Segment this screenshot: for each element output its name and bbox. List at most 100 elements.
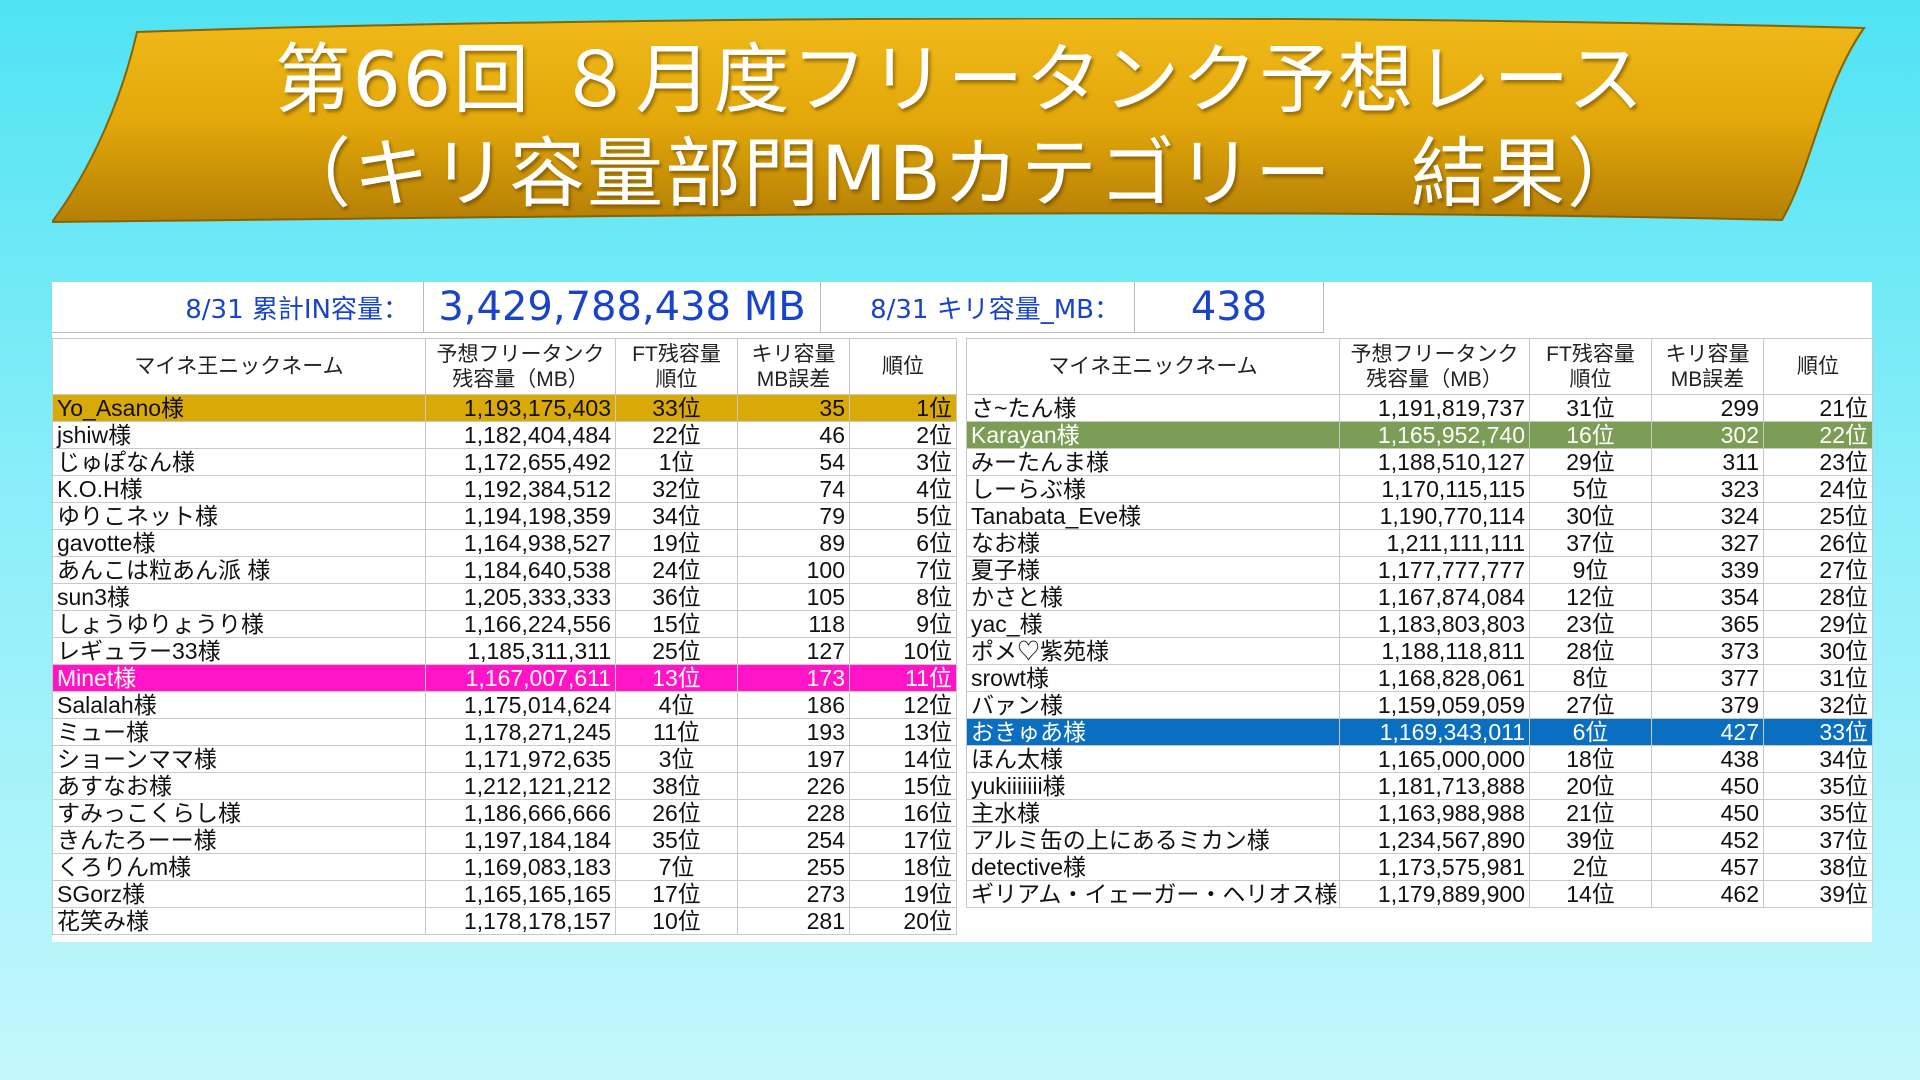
prediction-cell: 1,178,271,245 [425,718,616,746]
header-nickname: マイネ王ニックネーム [52,338,426,395]
ft-rank-cell: 1位 [615,448,738,476]
table-row: 花笑み様 1,178,178,157 10位 281 20位 [52,907,957,935]
ft-rank-cell: 26位 [615,799,738,827]
ft-rank-cell: 17位 [615,880,738,908]
header-ft-rank: FT残容量 順位 [615,338,738,395]
prediction-cell: 1,179,889,900 [1339,880,1530,908]
banner-title-line1: 第66回 ８月度フリータンク予想レース [274,35,1646,124]
kiri-error-cell: 462 [1651,880,1764,908]
ranking-table-right: マイネ王ニックネーム 予想フリータンク 残容量（MB） FT残容量 順位 キリ容… [966,338,1873,908]
table-row: gavotte様 1,164,938,527 19位 89 6位 [52,529,957,557]
nickname-cell: ゆりこネット様 [52,502,426,530]
table-row: なお様 1,211,111,111 37位 327 26位 [966,529,1873,557]
table-row: レギュラー33様 1,185,311,311 25位 127 10位 [52,637,957,665]
nickname-cell: Tanabata_Eve様 [966,502,1340,530]
prediction-cell: 1,166,224,556 [425,610,616,638]
table-row: くろりんm様 1,169,083,183 7位 255 18位 [52,853,957,881]
table-row: jshiw様 1,182,404,484 22位 46 2位 [52,421,957,449]
kiri-error-cell: 46 [737,421,850,449]
header-kiri-error: キリ容量 MB誤差 [1651,338,1764,395]
table-row: ショーンママ様 1,171,972,635 3位 197 14位 [52,745,957,773]
rank-cell: 5位 [849,502,957,530]
banner-ribbon-shape [52,18,1866,224]
kiri-error-cell: 186 [737,691,850,719]
prediction-cell: 1,159,059,059 [1339,691,1530,719]
rank-cell: 37位 [1763,826,1873,854]
ft-rank-cell: 22位 [615,421,738,449]
rank-cell: 1位 [849,394,957,422]
nickname-cell: yac_様 [966,610,1340,638]
kiri-error-cell: 377 [1651,664,1764,692]
rank-cell: 25位 [1763,502,1873,530]
nickname-cell: くろりんm様 [52,853,426,881]
ft-rank-cell: 12位 [1529,583,1652,611]
nickname-cell: しょうゆりょうり様 [52,610,426,638]
rank-cell: 4位 [849,475,957,503]
prediction-cell: 1,183,803,803 [1339,610,1530,638]
nickname-cell: かさと様 [966,583,1340,611]
nickname-cell: きんたろーー様 [52,826,426,854]
table-row: srowt様 1,168,828,061 8位 377 31位 [966,664,1873,692]
prediction-cell: 1,212,121,212 [425,772,616,800]
rank-cell: 31位 [1763,664,1873,692]
ft-rank-cell: 24位 [615,556,738,584]
table-row: きんたろーー様 1,197,184,184 35位 254 17位 [52,826,957,854]
prediction-cell: 1,175,014,624 [425,691,616,719]
kiri-error-cell: 118 [737,610,850,638]
cumulative-in-label: 8/31 累計IN容量： [52,282,424,332]
prediction-cell: 1,194,198,359 [425,502,616,530]
kiri-error-cell: 339 [1651,556,1764,584]
nickname-cell: みーたんま様 [966,448,1340,476]
nickname-cell: おきゅあ様 [966,718,1340,746]
table-row: sun3様 1,205,333,333 36位 105 8位 [52,583,957,611]
ft-rank-cell: 35位 [615,826,738,854]
prediction-cell: 1,167,007,611 [425,664,616,692]
rank-cell: 8位 [849,583,957,611]
kiri-error-cell: 35 [737,394,850,422]
ft-rank-cell: 2位 [1529,853,1652,881]
nickname-cell: srowt様 [966,664,1340,692]
table-row: みーたんま様 1,188,510,127 29位 311 23位 [966,448,1873,476]
table-row: ミュー様 1,178,271,245 11位 193 13位 [52,718,957,746]
table-row: detective様 1,173,575,981 2位 457 38位 [966,853,1873,881]
nickname-cell: すみっこくらし様 [52,799,426,827]
kiri-error-cell: 197 [737,745,850,773]
table-row: Salalah様 1,175,014,624 4位 186 12位 [52,691,957,719]
rank-cell: 23位 [1763,448,1873,476]
rank-cell: 39位 [1763,880,1873,908]
rank-cell: 29位 [1763,610,1873,638]
nickname-cell: じゅぽなん様 [52,448,426,476]
kiri-error-cell: 226 [737,772,850,800]
table-row: じゅぽなん様 1,172,655,492 1位 54 3位 [52,448,957,476]
kiri-error-cell: 54 [737,448,850,476]
prediction-cell: 1,165,165,165 [425,880,616,908]
ft-rank-cell: 29位 [1529,448,1652,476]
nickname-cell: しーらぶ様 [966,475,1340,503]
kiri-error-cell: 79 [737,502,850,530]
rank-cell: 32位 [1763,691,1873,719]
kiri-error-cell: 324 [1651,502,1764,530]
ft-rank-cell: 7位 [615,853,738,881]
ft-rank-cell: 36位 [615,583,738,611]
table-row: yac_様 1,183,803,803 23位 365 29位 [966,610,1873,638]
ft-rank-cell: 39位 [1529,826,1652,854]
prediction-cell: 1,178,178,157 [425,907,616,935]
prediction-cell: 1,193,175,403 [425,394,616,422]
rank-cell: 2位 [849,421,957,449]
ft-rank-cell: 16位 [1529,421,1652,449]
rank-cell: 35位 [1763,799,1873,827]
table-row: さ~たん様 1,191,819,737 31位 299 21位 [966,394,1873,422]
ft-rank-cell: 11位 [615,718,738,746]
ft-rank-cell: 13位 [615,664,738,692]
results-sheet: 8/31 累計IN容量： 3,429,788,438 MB 8/31 キリ容量_… [52,282,1873,942]
prediction-cell: 1,205,333,333 [425,583,616,611]
kiri-error-cell: 457 [1651,853,1764,881]
ft-rank-cell: 5位 [1529,475,1652,503]
header-ft-rank: FT残容量 順位 [1529,338,1652,395]
header-kiri-error: キリ容量 MB誤差 [737,338,850,395]
rank-cell: 13位 [849,718,957,746]
kiri-capacity-value: 438 [1135,282,1324,332]
header-rank: 順位 [1763,338,1873,395]
nickname-cell: なお様 [966,529,1340,557]
rank-cell: 15位 [849,772,957,800]
